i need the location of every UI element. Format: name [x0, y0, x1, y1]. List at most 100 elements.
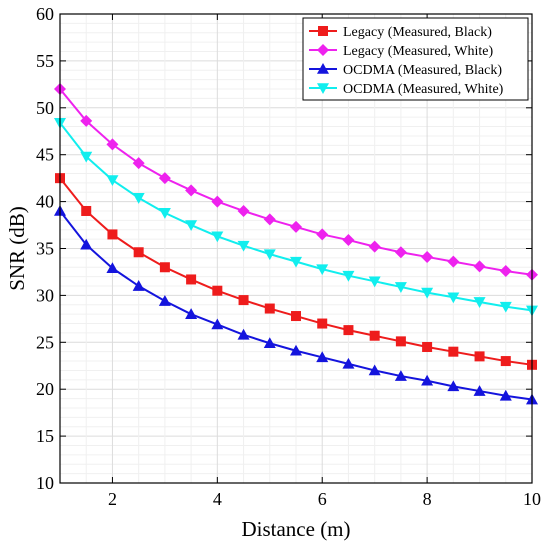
legend-entry: OCDMA (Measured, White): [309, 82, 504, 97]
data-point: [421, 374, 434, 386]
data-point: [80, 238, 93, 250]
data-point: [132, 193, 145, 204]
data-point: [132, 157, 145, 170]
data-point: [159, 262, 170, 273]
data-point: [369, 330, 380, 341]
data-point: [474, 351, 485, 362]
legend-entry: OCDMA (Measured, Black): [309, 63, 502, 78]
x-axis-label: Distance (m): [241, 517, 350, 541]
legend-marker: [317, 63, 329, 74]
data-point: [185, 308, 198, 319]
x-tick-label: 4: [213, 489, 222, 509]
data-point: [211, 318, 224, 330]
legend: Legacy (Measured, Black) Legacy (Measured…: [302, 17, 529, 101]
data-point: [447, 380, 460, 392]
data-point: [263, 249, 276, 261]
data-point: [80, 114, 93, 127]
y-tick-label: 20: [36, 379, 54, 399]
data-point: [421, 250, 434, 263]
data-point: [237, 328, 250, 340]
data-point: [185, 184, 198, 197]
data-point: [316, 264, 329, 276]
series-3: [54, 204, 538, 405]
data-point: [317, 318, 328, 329]
data-point: [447, 255, 460, 268]
data-point: [343, 325, 354, 336]
data-point: [185, 220, 198, 232]
data-point: [81, 205, 92, 216]
legend-label: Legacy (Measured, Black): [343, 25, 492, 40]
legend-marker: [317, 44, 329, 56]
legend-marker: [317, 83, 329, 94]
data-point: [473, 385, 486, 396]
data-point: [263, 213, 276, 226]
legend-label: OCDMA (Measured, Black): [343, 63, 502, 78]
y-tick-label: 30: [36, 285, 54, 305]
data-point: [422, 341, 433, 352]
data-point: [80, 151, 93, 163]
legend-marker: [318, 26, 328, 36]
data-point: [107, 229, 118, 240]
x-tick-label: 10: [523, 489, 541, 509]
y-tick-label: 25: [36, 332, 54, 352]
data-point: [211, 231, 224, 243]
data-point: [394, 370, 407, 381]
data-point: [368, 276, 381, 288]
data-point: [238, 295, 249, 306]
data-point: [316, 228, 329, 241]
x-tick-label: 8: [423, 489, 432, 509]
y-tick-label: 50: [36, 98, 54, 118]
y-axis-label: SNR (dB): [5, 206, 29, 291]
legend-label: Legacy (Measured, White): [343, 44, 494, 59]
data-point: [368, 364, 381, 376]
y-tick-label: 35: [36, 239, 54, 259]
data-point: [290, 220, 302, 233]
data-point: [158, 208, 171, 219]
data-point: [237, 240, 250, 252]
legend-entry: Legacy (Measured, Black): [309, 25, 492, 40]
x-tick-label: 2: [108, 489, 117, 509]
data-point: [290, 344, 302, 356]
data-point: [186, 274, 197, 285]
data-point: [106, 175, 119, 187]
data-point: [106, 138, 119, 151]
data-point: [211, 195, 224, 208]
data-point: [263, 337, 276, 349]
data-point: [421, 287, 434, 299]
data-point: [264, 303, 275, 314]
data-point: [499, 301, 512, 313]
data-point: [290, 256, 302, 268]
y-tick-label: 10: [36, 473, 54, 493]
data-point: [237, 204, 250, 217]
data-point: [448, 346, 459, 357]
y-tick-label: 40: [36, 192, 54, 212]
data-point: [499, 389, 512, 401]
data-point: [395, 336, 406, 347]
data-point: [473, 260, 486, 273]
data-point: [394, 246, 407, 259]
y-tick-label: 45: [36, 145, 54, 165]
data-point: [158, 295, 171, 306]
data-point: [342, 270, 355, 282]
data-point: [368, 240, 381, 253]
data-point: [212, 285, 223, 296]
series-2: [54, 83, 538, 281]
data-point: [316, 351, 329, 363]
data-point: [133, 247, 144, 258]
data-point: [447, 292, 460, 304]
series-1: [55, 173, 537, 370]
data-point: [106, 262, 119, 273]
plot-frame: [59, 13, 533, 484]
data-point: [394, 282, 407, 293]
data-point: [500, 356, 511, 367]
data-point: [132, 280, 145, 291]
legend-entry: Legacy (Measured, White): [309, 44, 494, 59]
y-tick-label: 15: [36, 426, 54, 446]
data-point: [342, 234, 355, 247]
y-tick-label: 55: [36, 51, 54, 71]
x-tick-label: 6: [318, 489, 327, 509]
legend-label: OCDMA (Measured, White): [343, 82, 504, 97]
y-tick-label: 60: [36, 4, 54, 24]
series-lines: [54, 83, 538, 405]
